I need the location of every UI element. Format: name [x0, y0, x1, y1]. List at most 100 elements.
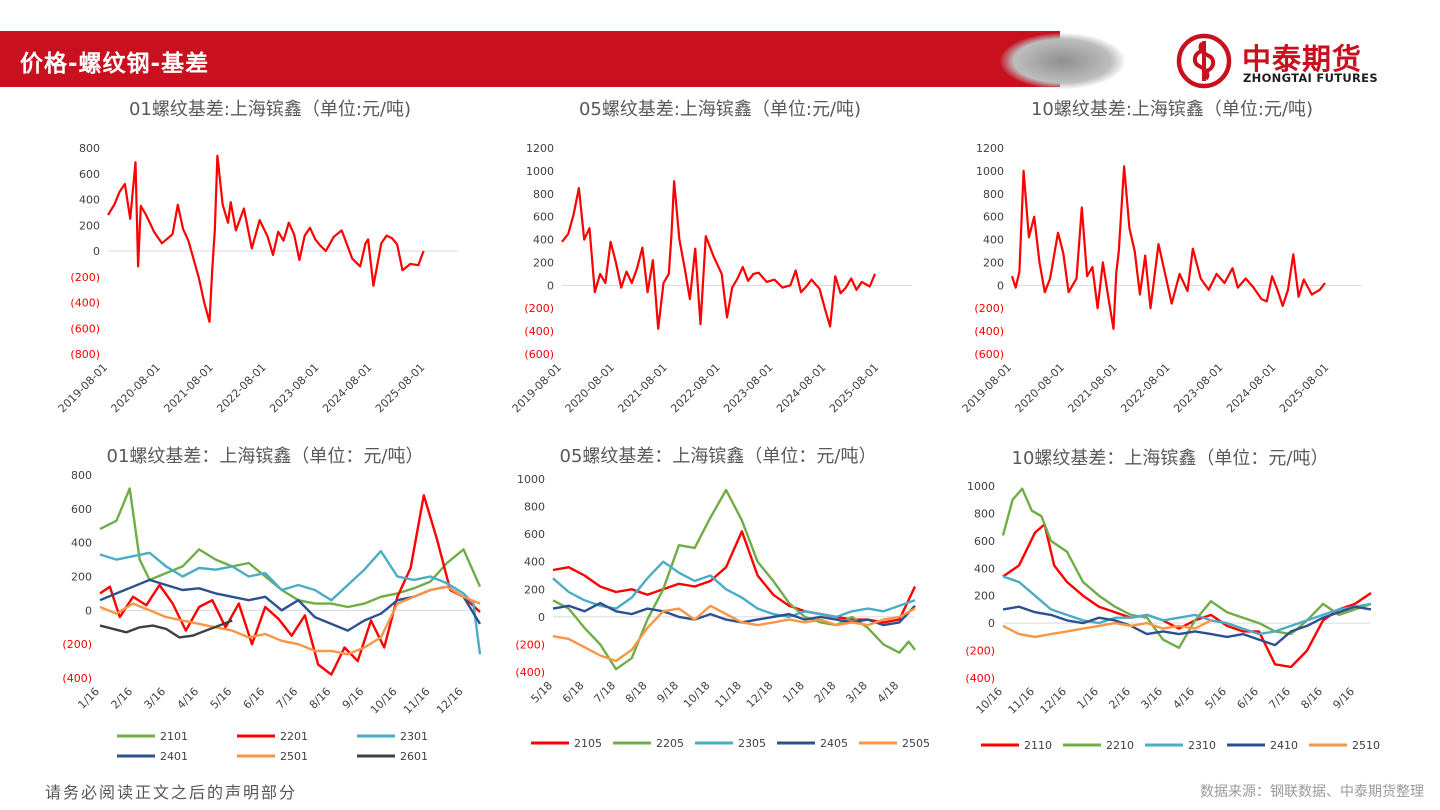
- y-tick-label: 800: [71, 469, 92, 482]
- logo-chinese-name: 中泰期货: [1242, 42, 1363, 76]
- x-tick-label: 11/16: [1006, 685, 1038, 717]
- x-tick-label: 2023-08-01: [1171, 361, 1225, 415]
- chart-title: 05螺纹基差:上海镔鑫（单位:元/吨): [579, 99, 861, 120]
- header-bar: [0, 31, 1060, 87]
- series-line-2405: [552, 601, 916, 627]
- x-tick-label: 2022-08-01: [214, 361, 268, 415]
- x-tick-label: 8/16: [1298, 685, 1325, 712]
- y-tick-label: 400: [524, 556, 545, 569]
- series-line-2410: [1002, 605, 1372, 647]
- chart-10-basis-history: 10螺纹基差:上海镔鑫（单位:元/吨) 1200 1000 800 600 400 200 0…: [960, 95, 1380, 440]
- chart-title: 10螺纹基差：上海镔鑫（单位：元/吨）: [1012, 448, 1329, 469]
- legend-label-2501: 2501: [280, 750, 308, 763]
- x-tick-label: 12/16: [434, 685, 466, 717]
- x-tick-label: 6/16: [1234, 685, 1261, 712]
- x-tick-label: 2020-08-01: [1013, 361, 1067, 415]
- x-tick-label: 2022-08-01: [668, 361, 722, 415]
- y-tick-label: 200: [79, 219, 100, 232]
- x-tick-label: 5/16: [1202, 685, 1229, 712]
- x-tick-label: 2025-08-01: [827, 361, 881, 415]
- chart-title: 01螺纹基差：上海镔鑫（单位：元/吨）: [107, 446, 424, 467]
- disclaimer-text: 请务必阅读正文之后的声明部分: [45, 783, 298, 802]
- x-tick-label: 7/18: [591, 679, 618, 706]
- company-logo: 中泰期货 ZHONGTAI FUTURES: [1176, 33, 1416, 89]
- y-tick-label: (600): [524, 348, 554, 361]
- chart-svg: 05螺纹基差：上海镔鑫（单位：元/吨） 1000 800 600 400 200 0 (200…: [515, 446, 930, 750]
- x-tick-label: 5/18: [528, 679, 555, 706]
- legend-label-2201: 2201: [280, 730, 308, 743]
- y-tick-label: (400): [974, 325, 1004, 338]
- x-tick-label: 9/16: [340, 685, 367, 712]
- x-tick-label: 7/16: [274, 685, 301, 712]
- x-tick-label: 4/18: [875, 679, 902, 706]
- y-tick-label: 0: [538, 611, 545, 624]
- data-source-text: 数据来源：钢联数据、中泰期货整理: [1200, 784, 1424, 800]
- legend-label-2401: 2401: [160, 750, 188, 763]
- x-tick-label: 2/18: [812, 679, 839, 706]
- x-tick-label: 8/16: [307, 685, 334, 712]
- series-line-2205: [552, 488, 916, 671]
- series-line-2505: [552, 604, 916, 663]
- series-line-2501: [99, 585, 481, 656]
- y-tick-label: 1000: [967, 480, 995, 493]
- series-line-2305: [552, 560, 916, 619]
- y-tick-label: 200: [524, 583, 545, 596]
- y-tick-label: (200): [974, 302, 1004, 315]
- chart-svg: 01螺纹基差：上海镔鑫（单位：元/吨） 800 600 400 200 0 (200) (40…: [62, 446, 482, 763]
- series-line-2210: [1001, 487, 1372, 650]
- x-tick-label: 12/16: [1038, 685, 1070, 717]
- x-tick-label: 2025-08-01: [1277, 361, 1331, 415]
- y-tick-label: 800: [974, 507, 995, 520]
- y-tick-label: 1000: [976, 165, 1004, 178]
- series-line-2310: [1002, 575, 1372, 636]
- x-tick-label: 2021-08-01: [161, 361, 215, 415]
- y-tick-label: 800: [79, 142, 100, 155]
- x-tick-label: 2019-08-01: [960, 361, 1014, 415]
- y-tick-label: 1200: [526, 142, 554, 155]
- y-tick-label: (400): [62, 672, 92, 685]
- y-tick-label: (400): [524, 325, 554, 338]
- y-tick-label: (200): [62, 638, 92, 651]
- series-line-01螺纹基差: [107, 154, 425, 323]
- y-tick-label: 800: [983, 188, 1004, 201]
- y-tick-label: 1000: [526, 165, 554, 178]
- x-tick-label: 9/18: [654, 679, 681, 706]
- x-tick-label: 10/18: [681, 679, 713, 711]
- y-tick-label: 600: [983, 211, 1004, 224]
- x-tick-label: 2022-08-01: [1118, 361, 1172, 415]
- chart-01-basis-seasonal: 01螺纹基差：上海镔鑫（单位：元/吨） 800 600 400 200 0 (200) (40…: [45, 440, 485, 770]
- legend-label-2110: 2110: [1024, 739, 1052, 752]
- x-tick-label: 3/16: [142, 685, 169, 712]
- y-tick-label: 400: [533, 234, 554, 247]
- y-tick-label: (200): [515, 638, 545, 651]
- x-tick-label: 10/16: [974, 685, 1006, 717]
- y-tick-label: (200): [965, 645, 995, 658]
- y-tick-label: 800: [524, 501, 545, 514]
- legend-label-2305: 2305: [738, 737, 766, 750]
- y-tick-label: 0: [93, 245, 100, 258]
- x-tick-label: 2021-08-01: [1065, 361, 1119, 415]
- y-tick-label: 200: [974, 590, 995, 603]
- y-tick-label: (200): [70, 271, 100, 284]
- y-tick-label: 600: [71, 503, 92, 516]
- page-title: 价格-螺纹钢-基差: [20, 51, 210, 77]
- chart-01-basis-history: 01螺纹基差:上海镔鑫（单位:元/吨) 800 600 400 200 0 (200) (40…: [56, 95, 480, 440]
- legend-label-2405: 2405: [820, 737, 848, 750]
- y-tick-label: 1200: [976, 142, 1004, 155]
- legend-label-2410: 2410: [1270, 739, 1298, 752]
- y-tick-label: 400: [71, 537, 92, 550]
- legend-label-2301: 2301: [400, 730, 428, 743]
- y-tick-label: 400: [79, 194, 100, 207]
- y-tick-label: 200: [71, 571, 92, 584]
- y-tick-label: 0: [997, 279, 1004, 292]
- x-tick-label: 8/18: [623, 679, 650, 706]
- chart-05-basis-seasonal: 05螺纹基差：上海镔鑫（单位：元/吨） 1000 800 600 400 200 0 (200…: [505, 440, 935, 770]
- chart-title: 10螺纹基差:上海镔鑫（单位:元/吨): [1031, 99, 1313, 120]
- chart-svg: 10螺纹基差：上海镔鑫（单位：元/吨） 1000 800 600 400 200 0 (200…: [965, 448, 1380, 752]
- legend-label-2510: 2510: [1352, 739, 1380, 752]
- x-tick-label: 1/16: [1074, 685, 1101, 712]
- y-tick-label: 0: [85, 604, 92, 617]
- chart-05-basis-history: 05螺纹基差:上海镔鑫（单位:元/吨) 1200 1000 800 600 400 200 0…: [510, 95, 930, 440]
- x-tick-label: 10/16: [368, 685, 400, 717]
- y-tick-label: 800: [533, 188, 554, 201]
